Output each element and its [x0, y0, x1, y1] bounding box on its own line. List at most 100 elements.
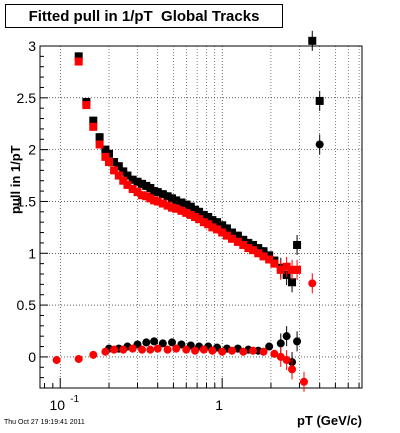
y-tick-label: 3: [28, 38, 36, 54]
data-point-square: [191, 205, 200, 214]
data-point-square: [218, 228, 227, 237]
data-point-square: [110, 166, 119, 175]
y-tick-label: 1: [28, 245, 36, 261]
x-tick-label-exponent: -1: [70, 394, 79, 405]
data-point-square: [222, 231, 231, 240]
data-point-square: [288, 265, 297, 274]
timestamp-footer: Thu Oct 27 19:19:41 2011: [4, 419, 85, 426]
data-point-circle: [249, 346, 258, 355]
data-point-square: [82, 101, 91, 110]
data-point-circle: [315, 140, 324, 149]
data-point-square: [138, 191, 147, 200]
data-point-square: [123, 171, 132, 180]
data-point-circle: [163, 345, 172, 354]
data-point-square: [133, 188, 142, 197]
data-point-square: [288, 278, 297, 287]
data-point-square: [114, 162, 123, 171]
data-point-square: [142, 192, 151, 201]
data-point-circle: [276, 352, 285, 361]
data-point-square: [101, 145, 110, 154]
y-tick-label: 2.5: [17, 90, 37, 106]
data-point-square: [172, 196, 181, 205]
data-point-circle: [153, 344, 162, 353]
data-point-circle: [182, 345, 191, 354]
data-point-square: [158, 199, 167, 208]
x-tick-label: 1: [215, 397, 223, 413]
data-point-square: [163, 192, 172, 201]
data-point-square: [110, 158, 119, 167]
data-point-square: [163, 201, 172, 210]
data-point-square: [254, 244, 263, 253]
data-point-square: [89, 116, 98, 125]
data-point-square: [249, 246, 258, 255]
data-point-circle: [168, 338, 177, 347]
data-point-square: [228, 234, 237, 243]
data-point-circle: [119, 345, 128, 354]
data-point-circle: [142, 338, 151, 347]
data-point-square: [265, 251, 274, 260]
data-point-square: [177, 198, 186, 207]
data-point-circle: [265, 342, 274, 351]
data-point-circle: [128, 344, 137, 353]
data-point-square: [199, 218, 208, 227]
data-point-square: [95, 133, 104, 142]
y-tick-label: 1.5: [17, 193, 37, 209]
data-point-square: [104, 158, 113, 167]
data-point-square: [142, 181, 151, 190]
data-point-square: [254, 249, 263, 258]
data-point-square: [228, 228, 237, 237]
data-point-square: [199, 210, 208, 219]
data-point-square: [239, 240, 248, 249]
data-point-square: [191, 213, 200, 221]
y-tick-label: 0: [28, 349, 36, 365]
data-point-square: [123, 180, 132, 189]
data-point-square: [208, 223, 217, 232]
data-point-square: [101, 152, 110, 161]
data-marks: [52, 30, 324, 392]
data-point-circle: [259, 347, 268, 356]
data-point-square: [233, 237, 242, 246]
data-point-square: [270, 259, 279, 268]
data-point-circle: [293, 337, 302, 346]
data-point-circle: [299, 377, 308, 386]
data-point-square: [138, 179, 147, 188]
data-point-square: [222, 224, 231, 233]
data-point-square: [244, 244, 253, 253]
data-point-square: [244, 238, 253, 247]
data-point-circle: [308, 279, 317, 288]
data-point-circle: [172, 344, 181, 353]
data-point-square: [182, 208, 191, 217]
data-point-square: [119, 176, 128, 185]
data-point-circle: [199, 345, 208, 354]
data-point-square: [168, 203, 177, 212]
data-point-circle: [228, 346, 237, 355]
data-point-square: [315, 96, 324, 105]
data-point-square: [308, 36, 317, 45]
data-point-square: [74, 57, 83, 66]
data-point-square: [282, 262, 291, 271]
data-point-square: [233, 231, 242, 240]
data-point-square: [186, 210, 195, 219]
data-point-square: [133, 177, 142, 186]
data-point-circle: [150, 337, 159, 346]
data-point-square: [276, 265, 285, 274]
data-point-square: [128, 175, 137, 184]
data-point-square: [293, 265, 302, 274]
data-point-circle: [276, 339, 285, 348]
data-point-square: [186, 202, 195, 211]
data-point-circle: [191, 346, 200, 355]
data-point-square: [239, 235, 248, 244]
data-point-square: [259, 252, 268, 261]
data-point-circle: [158, 339, 167, 348]
data-point-circle: [101, 347, 110, 356]
data-point-square: [195, 207, 204, 216]
data-point-circle: [89, 350, 98, 359]
data-point-square: [195, 215, 204, 224]
chart-title: Fitted pull in 1/pT Global Tracks: [5, 4, 283, 28]
data-point-square: [177, 206, 186, 215]
data-point-square: [168, 194, 177, 203]
data-point-square: [119, 167, 128, 176]
data-point-circle: [270, 349, 279, 358]
y-tick-label: 0.5: [17, 297, 37, 313]
